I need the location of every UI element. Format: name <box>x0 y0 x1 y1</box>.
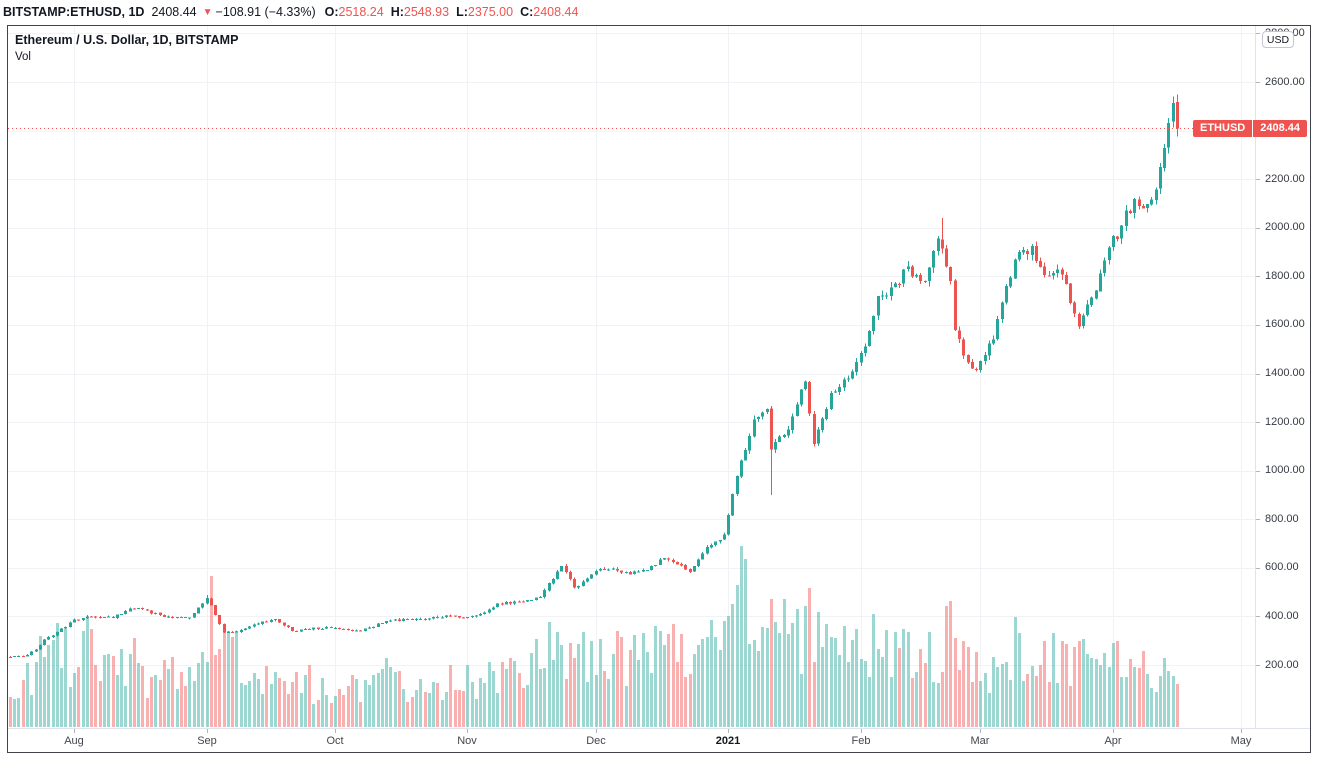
price-axis-label: 400.00 <box>1265 610 1299 622</box>
price-axis-tick <box>1256 519 1260 520</box>
chart-pane[interactable] <box>8 26 1255 728</box>
price-axis-label: 1600.00 <box>1265 318 1305 330</box>
time-axis-tick <box>207 729 208 733</box>
time-axis-tick <box>861 729 862 733</box>
currency-toggle-button[interactable]: USD <box>1262 31 1294 48</box>
chart-legend: Ethereum / U.S. Dollar, 1D, BITSTAMP Vol <box>15 32 238 65</box>
legend-title[interactable]: Ethereum / U.S. Dollar, 1D, BITSTAMP <box>15 33 239 47</box>
symbol-info-bar: BITSTAMP:ETHUSD, 1D 2408.44 ▼ −108.91 (−… <box>0 0 1319 25</box>
price-axis-label: 1800.00 <box>1265 270 1305 282</box>
volume-bars <box>9 546 1179 727</box>
price-axis-tick <box>1256 616 1260 617</box>
price-axis-label: 600.00 <box>1265 561 1299 573</box>
price-axis-tick <box>1256 568 1260 569</box>
price-axis-tick <box>1256 276 1260 277</box>
time-axis-tick <box>596 729 597 733</box>
time-axis-label: Dec <box>586 735 606 747</box>
high-label: H: <box>390 5 404 19</box>
price-axis-tick <box>1256 228 1260 229</box>
time-axis-tick <box>74 729 75 733</box>
chart-frame: Ethereum / U.S. Dollar, 1D, BITSTAMP Vol… <box>7 25 1311 753</box>
price-change: −108.91 (−4.33%) <box>215 5 316 19</box>
time-axis-tick <box>1241 729 1242 733</box>
open-label: O: <box>324 5 339 19</box>
price-axis-tick <box>1256 82 1260 83</box>
price-flag-divider <box>1252 120 1254 137</box>
price-axis-tick <box>1256 33 1260 34</box>
time-axis-label: Oct <box>326 735 344 747</box>
price-flag-value: 2408.44 <box>1253 120 1307 137</box>
price-axis-label: 2600.00 <box>1265 76 1305 88</box>
price-axis-label: 2000.00 <box>1265 221 1305 233</box>
price-axis-label: 800.00 <box>1265 513 1299 525</box>
price-axis[interactable]: USD 200.00 400.00 600.00 800.00 1000.00 1200.… <box>1255 26 1310 728</box>
time-axis-tick <box>467 729 468 733</box>
time-axis-label: Feb <box>851 735 871 747</box>
price-flag-symbol: ETHUSD <box>1193 120 1253 137</box>
price-axis-tick <box>1256 422 1260 423</box>
grid-lines <box>8 26 1255 728</box>
time-axis-tick <box>1113 729 1114 733</box>
price-axis-tick <box>1256 179 1260 180</box>
price-axis-tick <box>1256 665 1260 666</box>
price-axis-label: 200.00 <box>1265 659 1299 671</box>
last-price-flag: ETHUSD 2408.44 <box>1193 120 1307 137</box>
time-axis-label: Aug <box>64 735 84 747</box>
time-axis-tick <box>728 729 729 733</box>
open-value: O:2518.24 <box>324 5 384 19</box>
time-axis-label: 2021 <box>715 735 741 747</box>
price-axis-tick <box>1256 374 1260 375</box>
legend-volume-indicator[interactable]: Vol <box>15 51 31 63</box>
down-triangle-icon: ▼ <box>202 7 213 18</box>
price-axis-label: 2200.00 <box>1265 173 1305 185</box>
time-axis[interactable]: Aug Sep Oct Nov Dec 2021 Feb Mar Apr May <box>8 728 1310 752</box>
high-value: H:2548.93 <box>390 5 450 19</box>
price-axis-label: 1200.00 <box>1265 416 1305 428</box>
last-price-value: 2408.44 <box>151 5 197 19</box>
low-value: L:2375.00 <box>456 5 514 19</box>
price-axis-label: 1000.00 <box>1265 464 1305 476</box>
symbol-title[interactable]: BITSTAMP:ETHUSD, 1D <box>3 5 145 19</box>
close-label: C: <box>520 5 534 19</box>
time-axis-label: Apr <box>1104 735 1122 747</box>
time-axis-label: May <box>1230 735 1252 747</box>
close-value: C:2408.44 <box>520 5 579 19</box>
price-axis-tick <box>1256 471 1260 472</box>
time-axis-label: Nov <box>457 735 477 747</box>
time-axis-label: Sep <box>197 735 217 747</box>
time-axis-tick <box>335 729 336 733</box>
price-axis-tick <box>1256 325 1260 326</box>
low-label: L: <box>456 5 468 19</box>
time-axis-tick <box>980 729 981 733</box>
time-axis-label: Mar <box>970 735 990 747</box>
price-axis-label: 1400.00 <box>1265 367 1305 379</box>
price-chart-canvas <box>8 26 1255 728</box>
candles <box>9 94 1179 658</box>
